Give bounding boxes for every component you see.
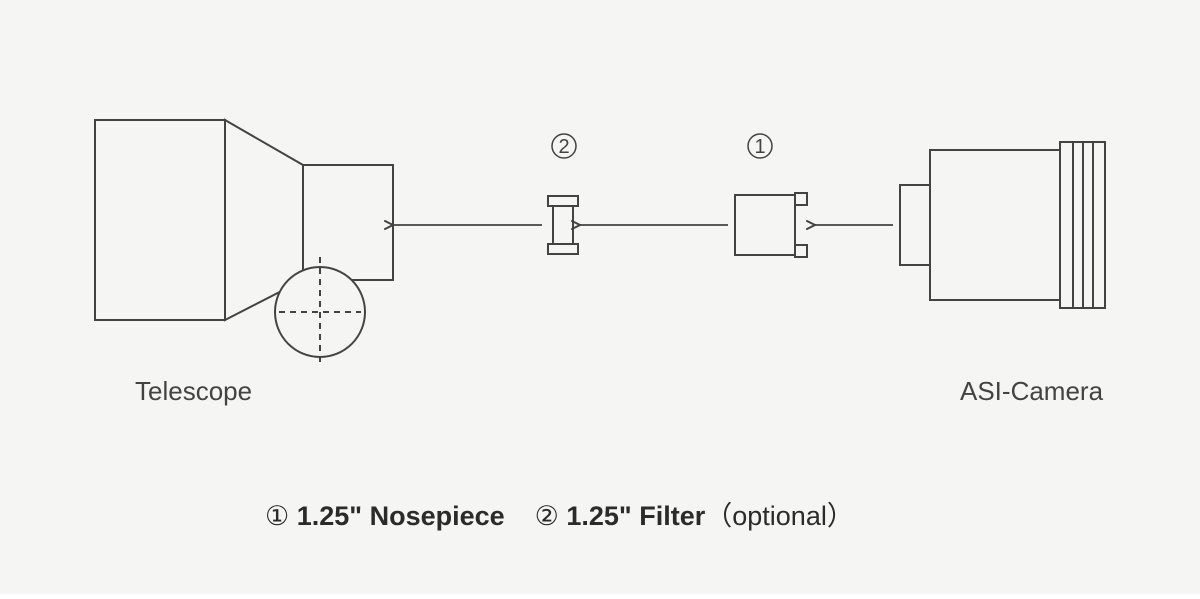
telescope-tube <box>303 165 393 280</box>
legend-num-1: ① <box>265 501 297 531</box>
telescope-label: Telescope <box>135 376 252 406</box>
nosepiece-lug-top <box>795 193 807 205</box>
legend-bold-2: 1.25" Filter <box>566 501 705 531</box>
nosepiece-body <box>735 195 795 255</box>
camera-front <box>900 185 930 265</box>
legend-bold-1: 1.25" Nosepiece <box>297 501 505 531</box>
legend: ① 1.25" Nosepiece ② 1.25" Filter（optiona… <box>265 501 854 531</box>
camera-body <box>930 150 1060 300</box>
callout-2-num: 2 <box>559 136 570 158</box>
legend-num-2: ② <box>535 501 567 531</box>
filter-ring-bottom <box>548 244 578 254</box>
telescope-body <box>95 120 225 320</box>
legend-tail-2: （optional） <box>705 501 854 531</box>
filter-body <box>553 206 573 244</box>
nosepiece-lug-bottom <box>795 245 807 257</box>
callout-1-num: 1 <box>755 136 766 158</box>
camera-label: ASI-Camera <box>960 376 1104 406</box>
filter-ring-top <box>548 196 578 206</box>
connection-diagram: Telescope 2 1 ASI-Camera ① 1.25" Nosepiece ②… <box>0 0 1200 594</box>
